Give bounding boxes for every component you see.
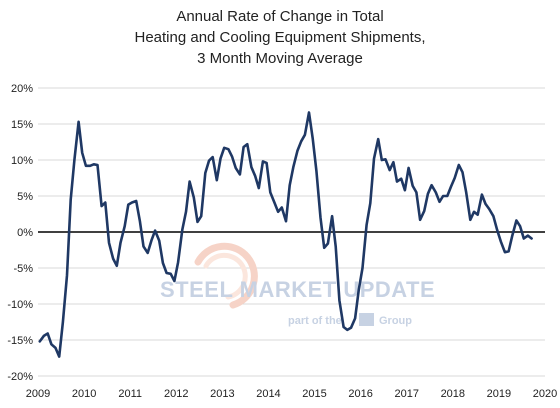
watermark-group-logo-icon <box>359 313 374 326</box>
chart-title: Annual Rate of Change in Total Heating a… <box>134 8 425 67</box>
y-tick-label: -20% <box>7 371 33 383</box>
y-tick-label: 5% <box>17 191 33 203</box>
x-tick-label: 2009 <box>26 388 50 400</box>
watermark-subtitle-prefix: part of the <box>288 315 342 327</box>
x-tick-label: 2013 <box>210 388 234 400</box>
y-tick-label: -5% <box>13 263 33 275</box>
watermark-swoosh-icon <box>194 242 258 309</box>
y-tick-label: -10% <box>7 299 33 311</box>
series-line <box>38 111 533 358</box>
x-tick-label: 2020 <box>533 388 557 400</box>
y-tick-label: -15% <box>7 335 33 347</box>
y-axis-tick-labels: -20% -15% -10% -5% 0% 5% 10% 15% 20% <box>7 83 33 383</box>
x-axis-tick-labels: 2009 2010 2011 2012 2013 2014 2015 2016 2017 2018… <box>26 388 557 400</box>
x-tick-label: 2017 <box>394 388 418 400</box>
x-tick-label: 2012 <box>164 388 188 400</box>
y-tick-label: 20% <box>11 83 33 95</box>
x-tick-label: 2018 <box>441 388 465 400</box>
watermark-title: STEEL MARKET UPDATE <box>160 277 435 302</box>
x-tick-label: 2015 <box>302 388 326 400</box>
x-tick-label: 2019 <box>487 388 511 400</box>
y-tick-label: 10% <box>11 155 33 167</box>
x-tick-label: 2016 <box>348 388 372 400</box>
steel-market-update-watermark: STEEL MARKET UPDATE part of the Group <box>160 242 435 327</box>
x-tick-label: 2014 <box>256 388 280 400</box>
chart-title-line-2: Heating and Cooling Equipment Shipments, <box>134 29 425 46</box>
x-tick-label: 2010 <box>72 388 96 400</box>
watermark-subtitle-suffix: Group <box>379 315 412 327</box>
chart-title-line-3: 3 Month Moving Average <box>197 50 363 67</box>
y-tick-label: 0% <box>17 227 33 239</box>
x-tick-label: 2011 <box>118 388 142 400</box>
gridlines <box>38 87 545 377</box>
y-tick-label: 15% <box>11 119 33 131</box>
chart-title-line-1: Annual Rate of Change in Total <box>176 8 383 25</box>
